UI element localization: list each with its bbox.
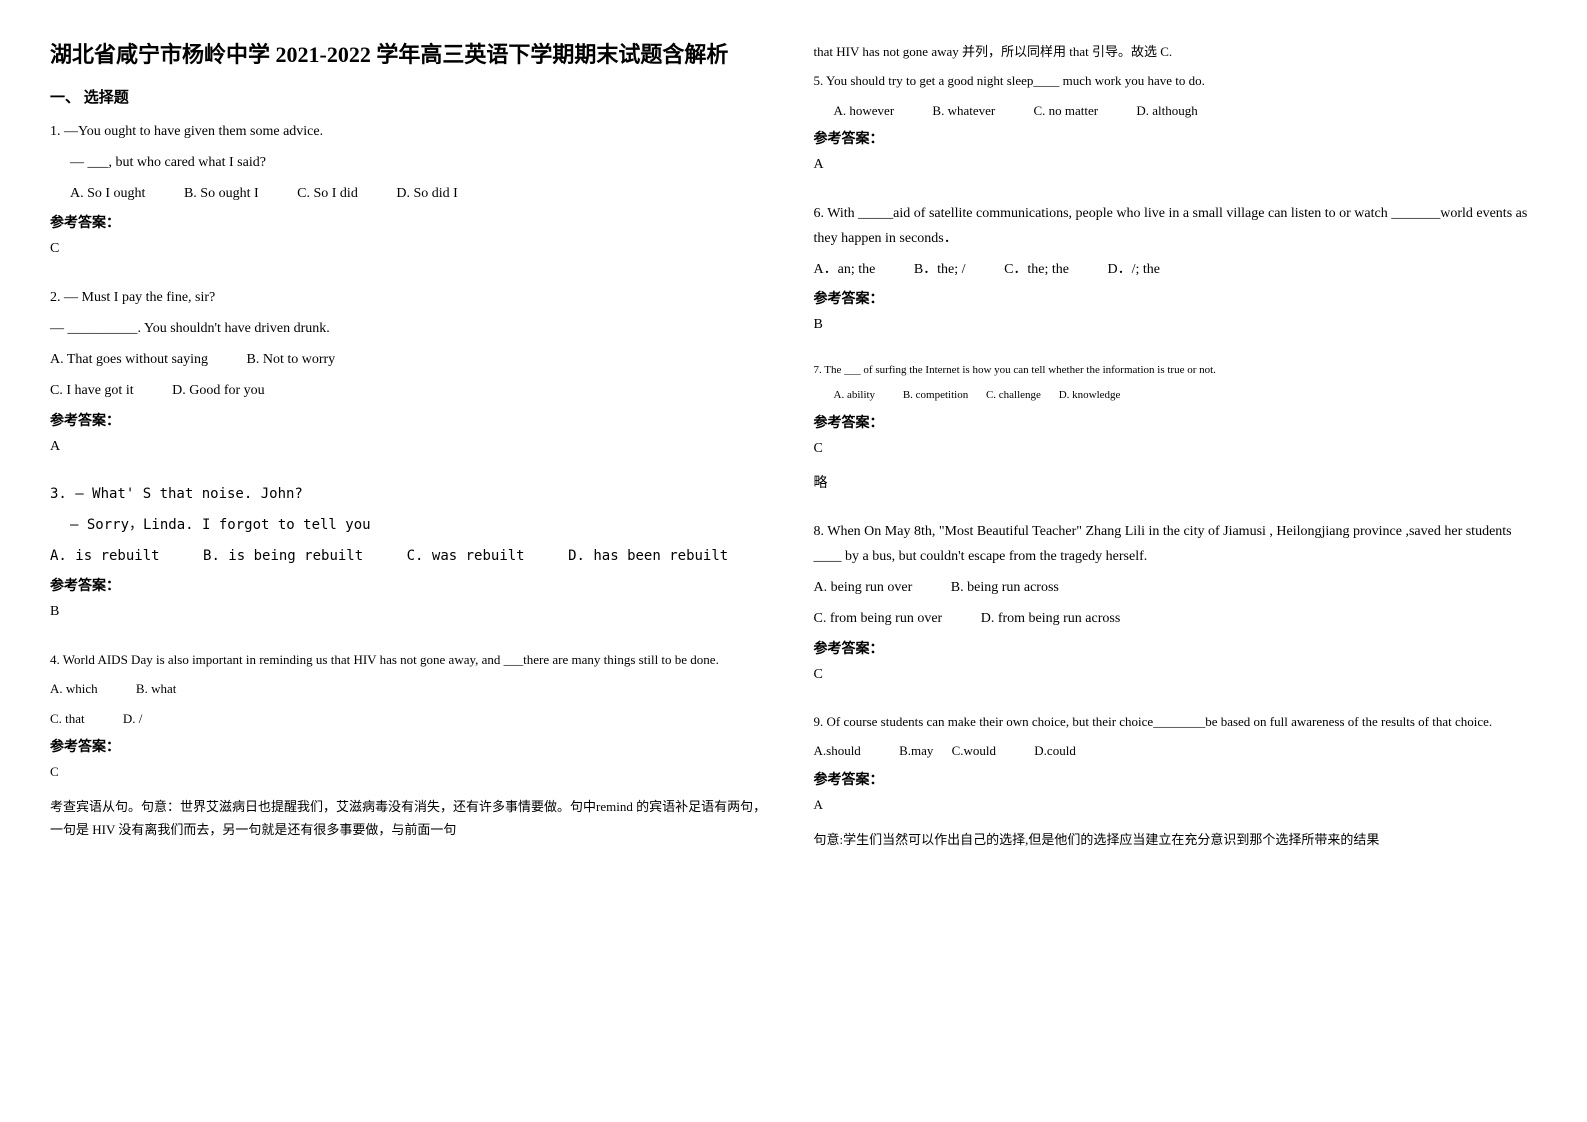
q6-options: A．an; the B．the; / C．the; the D．/; the <box>814 257 1538 282</box>
q2-opt-a: A. That goes without saying <box>50 347 208 372</box>
q3-answer: B <box>50 601 774 623</box>
q7-opt-d: D. knowledge <box>1059 389 1121 401</box>
q9-line1: 9. Of course students can make their own… <box>814 710 1538 733</box>
q2-opt-c: C. I have got it <box>50 378 134 403</box>
question-8: 8. When On May 8th, "Most Beautiful Teac… <box>814 519 1538 698</box>
q7-opt-b: B. competition <box>903 389 968 401</box>
q8-opt-c: C. from being run over <box>814 606 943 631</box>
q4-answer-label: 参考答案： <box>50 736 774 756</box>
q5-answer-label: 参考答案： <box>814 128 1538 148</box>
section-heading: 一、 选择题 <box>50 86 774 107</box>
q1-opt-a: A. So I ought <box>70 181 145 206</box>
q6-opt-c: C．the; the <box>1004 257 1069 282</box>
q3-answer-label: 参考答案： <box>50 575 774 595</box>
q4-explain: 考查宾语从句。句意：世界艾滋病日也提醒我们，艾滋病毒没有消失，还有许多事情要做。… <box>50 795 774 842</box>
q3-options: A. is rebuilt B. is being rebuilt C. was… <box>50 544 774 569</box>
q7-answer: C <box>814 438 1538 460</box>
q6-answer-label: 参考答案： <box>814 288 1538 308</box>
q3-opt-c: C. was rebuilt <box>407 544 525 569</box>
q9-opt-a: A.should <box>814 739 861 762</box>
q3-opt-a: A. is rebuilt <box>50 544 160 569</box>
q6-line1: 6. With _____aid of satellite communicat… <box>814 201 1538 251</box>
question-1: 1. —You ought to have given them some ad… <box>50 119 774 273</box>
q2-answer: A <box>50 436 774 458</box>
q5-opt-d: D. although <box>1136 99 1197 122</box>
q1-line1: 1. —You ought to have given them some ad… <box>50 119 774 144</box>
q4-answer: C <box>50 762 774 783</box>
q9-options: A.should B.may C.would D.could <box>814 739 1538 762</box>
q8-options-row2: C. from being run over D. from being run… <box>814 606 1538 631</box>
q4-options-row1: A. which B. what <box>50 677 774 700</box>
q9-answer-label: 参考答案： <box>814 769 1538 789</box>
q9-opt-d: D.could <box>1034 739 1076 762</box>
q7-line1: 7. The ___ of surfing the Internet is ho… <box>814 361 1538 381</box>
question-7: 7. The ___ of surfing the Internet is ho… <box>814 361 1538 507</box>
q9-opt-b: B.may <box>899 739 933 762</box>
q7-answer-label: 参考答案： <box>814 412 1538 432</box>
question-6: 6. With _____aid of satellite communicat… <box>814 201 1538 349</box>
q7-opt-a: A. ability <box>834 389 876 401</box>
col2-continuation: that HIV has not gone away 并列，所以同样用 that… <box>814 40 1538 63</box>
q8-answer-label: 参考答案： <box>814 638 1538 658</box>
q7-opt-c: C. challenge <box>986 389 1041 401</box>
question-2: 2. — Must I pay the fine, sir? — _______… <box>50 285 774 470</box>
q5-options: A. however B. whatever C. no matter D. a… <box>814 99 1538 122</box>
left-column: 湖北省咸宁市杨岭中学 2021-2022 学年高三英语下学期期末试题含解析 一、… <box>50 40 774 1082</box>
q4-options-row2: C. that D. / <box>50 707 774 730</box>
q5-opt-a: A. however <box>834 99 895 122</box>
q1-answer-label: 参考答案： <box>50 212 774 232</box>
q3-opt-b: B. is being rebuilt <box>203 544 363 569</box>
q2-opt-b: B. Not to worry <box>247 347 336 372</box>
q2-opt-d: D. Good for you <box>172 378 265 403</box>
q8-opt-d: D. from being run across <box>981 606 1121 631</box>
q7-explain: 略 <box>814 473 1538 495</box>
q5-line1: 5. You should try to get a good night sl… <box>814 69 1538 92</box>
q6-opt-b: B．the; / <box>914 257 966 282</box>
q6-opt-a: A．an; the <box>814 257 876 282</box>
q9-explain: 句意:学生们当然可以作出自己的选择,但是他们的选择应当建立在充分意识到那个选择所… <box>814 828 1538 851</box>
q1-line2: — ___, but who cared what I said? <box>50 150 774 175</box>
q2-options-row1: A. That goes without saying B. Not to wo… <box>50 347 774 372</box>
q3-line2: — Sorry，Linda. I forgot to tell you <box>50 513 774 538</box>
q8-opt-a: A. being run over <box>814 575 913 600</box>
q4-opt-d: D. / <box>123 707 143 730</box>
q4-opt-c: C. that <box>50 707 85 730</box>
q2-options-row2: C. I have got it D. Good for you <box>50 378 774 403</box>
q9-opt-c: C.would <box>952 739 996 762</box>
q5-opt-c: C. no matter <box>1033 99 1098 122</box>
q6-answer: B <box>814 314 1538 336</box>
q8-opt-b: B. being run across <box>951 575 1059 600</box>
q4-opt-b: B. what <box>136 677 176 700</box>
q1-opt-b: B. So ought I <box>184 181 259 206</box>
q2-line1: 2. — Must I pay the fine, sir? <box>50 285 774 310</box>
q3-line1: 3. — What' S that noise. John? <box>50 482 774 507</box>
q1-answer: C <box>50 238 774 260</box>
question-4: 4. World AIDS Day is also important in r… <box>50 648 774 848</box>
q7-options: A. ability B. competition C. challenge D… <box>814 386 1538 406</box>
q2-line2: — __________. You shouldn't have driven … <box>50 316 774 341</box>
question-5: 5. You should try to get a good night sl… <box>814 69 1538 188</box>
q8-answer: C <box>814 664 1538 686</box>
q1-options: A. So I ought B. So ought I C. So I did … <box>50 181 774 206</box>
question-3: 3. — What' S that noise. John? — Sorry，L… <box>50 482 774 636</box>
q6-opt-d: D．/; the <box>1108 257 1161 282</box>
q3-opt-d: D. has been rebuilt <box>568 544 728 569</box>
q4-opt-a: A. which <box>50 677 98 700</box>
q5-opt-b: B. whatever <box>932 99 995 122</box>
q1-opt-c: C. So I did <box>297 181 358 206</box>
right-column: that HIV has not gone away 并列，所以同样用 that… <box>814 40 1538 1082</box>
q4-line1: 4. World AIDS Day is also important in r… <box>50 648 774 671</box>
page-title: 湖北省咸宁市杨岭中学 2021-2022 学年高三英语下学期期末试题含解析 <box>50 40 774 71</box>
q5-answer: A <box>814 154 1538 176</box>
q1-opt-d: D. So did I <box>396 181 457 206</box>
q9-answer: A <box>814 795 1538 816</box>
q8-line1: 8. When On May 8th, "Most Beautiful Teac… <box>814 519 1538 569</box>
question-9: 9. Of course students can make their own… <box>814 710 1538 857</box>
q8-options-row1: A. being run over B. being run across <box>814 575 1538 600</box>
q2-answer-label: 参考答案： <box>50 410 774 430</box>
